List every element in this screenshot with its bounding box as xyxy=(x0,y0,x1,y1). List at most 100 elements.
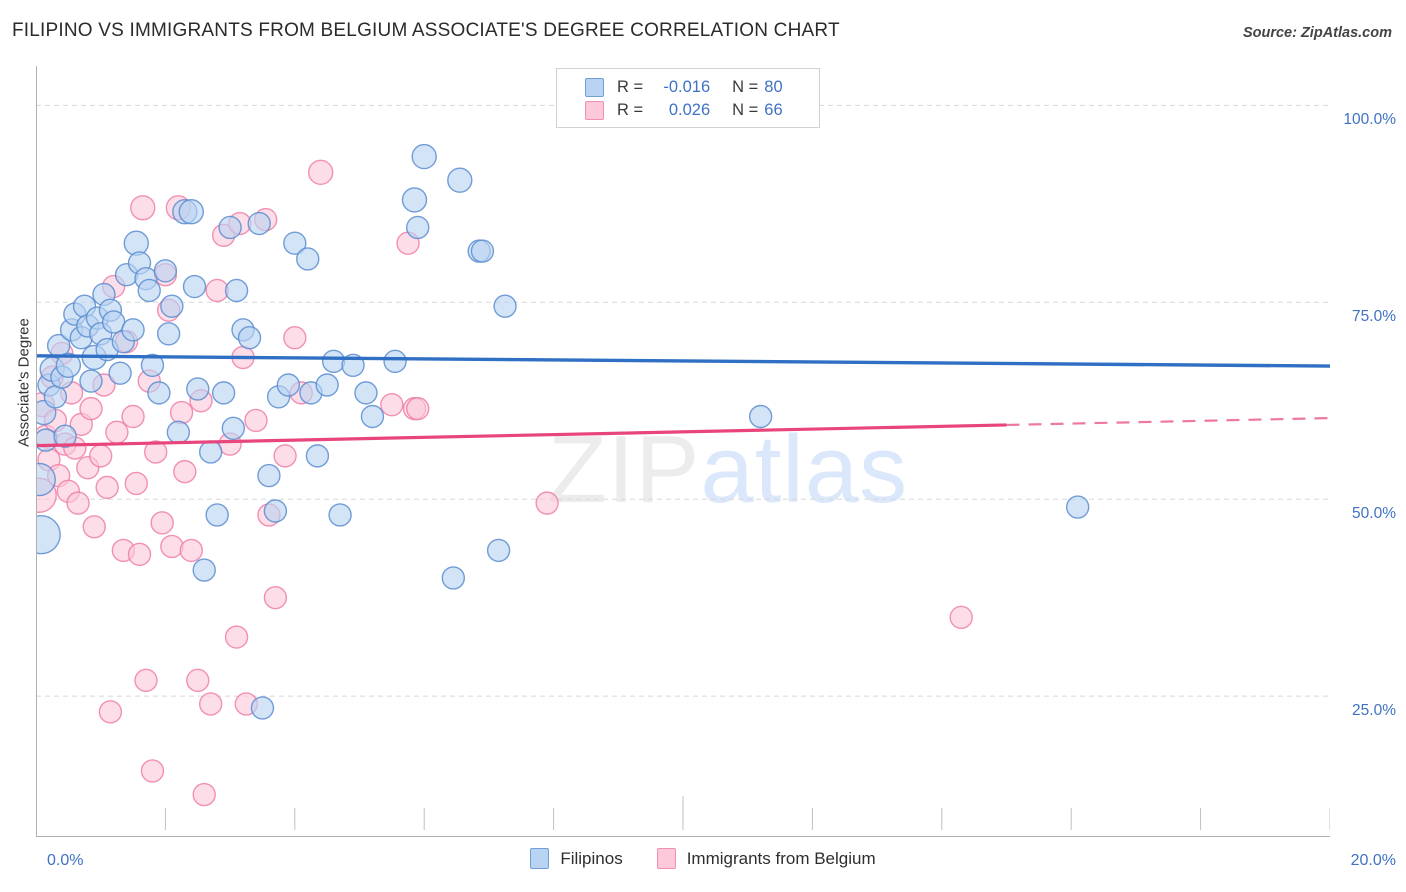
data-point[interactable] xyxy=(211,381,236,405)
data-point[interactable] xyxy=(283,326,307,350)
trendline-filipinos xyxy=(36,354,1330,368)
data-point[interactable] xyxy=(263,585,288,610)
data-point[interactable] xyxy=(406,396,430,421)
data-point[interactable] xyxy=(160,534,184,559)
data-point[interactable] xyxy=(380,392,404,417)
data-point[interactable] xyxy=(192,782,216,807)
data-point[interactable] xyxy=(36,462,56,497)
data-point[interactable] xyxy=(198,440,223,464)
data-point[interactable] xyxy=(283,231,307,255)
data-point[interactable] xyxy=(192,558,216,582)
data-point[interactable] xyxy=(949,605,973,630)
data-point[interactable] xyxy=(273,444,297,468)
data-point[interactable] xyxy=(1065,495,1090,519)
data-point[interactable] xyxy=(179,538,203,563)
data-point[interactable] xyxy=(224,625,249,649)
data-point[interactable] xyxy=(143,440,168,464)
data-point[interactable] xyxy=(305,444,330,468)
data-point[interactable] xyxy=(121,404,145,429)
data-point[interactable] xyxy=(55,352,82,378)
legend-item-filipinos[interactable]: Filipinos xyxy=(530,848,623,869)
data-point[interactable] xyxy=(186,377,210,401)
data-point[interactable] xyxy=(130,195,156,221)
data-point[interactable] xyxy=(156,322,181,346)
data-point[interactable] xyxy=(160,294,184,318)
data-point[interactable] xyxy=(124,471,148,496)
data-point[interactable] xyxy=(244,408,268,433)
data-point[interactable] xyxy=(383,349,407,374)
r-value-filipinos: -0.016 xyxy=(663,78,711,96)
data-point[interactable] xyxy=(535,491,559,515)
series-legend: Filipinos Immigrants from Belgium xyxy=(0,848,1406,869)
trendline-belgium-extrapolated xyxy=(1006,416,1330,427)
data-point[interactable] xyxy=(147,381,171,405)
data-point[interactable] xyxy=(173,459,197,484)
data-point[interactable] xyxy=(79,396,103,421)
data-point[interactable] xyxy=(250,696,275,720)
data-point[interactable] xyxy=(66,491,90,515)
data-point[interactable] xyxy=(401,187,428,213)
legend-item-belgium[interactable]: Immigrants from Belgium xyxy=(656,848,876,869)
data-point[interactable] xyxy=(447,167,473,193)
data-point[interactable] xyxy=(486,538,511,563)
data-point[interactable] xyxy=(166,420,191,444)
data-point[interactable] xyxy=(82,515,106,539)
n-value-filipinos: 80 xyxy=(764,78,783,96)
series-swatch-belgium xyxy=(656,848,676,869)
data-point[interactable] xyxy=(79,369,103,393)
data-point[interactable] xyxy=(123,230,149,256)
data-point[interactable] xyxy=(218,215,242,240)
data-point[interactable] xyxy=(137,278,161,303)
data-point[interactable] xyxy=(205,278,229,303)
data-point[interactable] xyxy=(221,416,246,441)
data-point[interactable] xyxy=(182,274,207,299)
data-point[interactable] xyxy=(36,514,61,555)
correlation-row-belgium: R = 0.026 N = 66 xyxy=(585,99,819,122)
data-point[interactable] xyxy=(169,400,194,425)
data-point[interactable] xyxy=(43,385,68,409)
data-point[interactable] xyxy=(101,310,126,334)
data-point[interactable] xyxy=(134,668,158,693)
data-point[interactable] xyxy=(237,326,262,350)
r-value-belgium: 0.026 xyxy=(668,101,711,119)
data-point[interactable] xyxy=(205,503,229,527)
data-point[interactable] xyxy=(493,294,517,318)
data-point[interactable] xyxy=(95,475,119,500)
data-point[interactable] xyxy=(153,259,178,283)
legend-swatch-filipinos xyxy=(585,78,604,97)
data-point[interactable] xyxy=(263,499,288,523)
data-point[interactable] xyxy=(121,318,145,342)
data-point[interactable] xyxy=(36,428,58,452)
data-point[interactable] xyxy=(186,668,210,693)
data-point[interactable] xyxy=(406,215,430,240)
data-point[interactable] xyxy=(108,361,132,385)
data-point[interactable] xyxy=(441,566,466,590)
y-axis-tick-label: 50.0% xyxy=(1352,505,1396,523)
data-point[interactable] xyxy=(98,700,123,724)
data-point[interactable] xyxy=(247,211,271,236)
x-axis-min-label: 0.0% xyxy=(47,852,84,869)
n-label-filipinos: N = xyxy=(732,78,759,96)
data-point[interactable] xyxy=(224,278,249,303)
data-point[interactable] xyxy=(411,143,437,170)
data-point[interactable] xyxy=(276,373,301,397)
data-point[interactable] xyxy=(53,424,77,448)
data-point[interactable] xyxy=(307,159,334,186)
data-point[interactable] xyxy=(150,511,174,535)
data-point[interactable] xyxy=(328,503,352,527)
data-point[interactable] xyxy=(140,353,165,377)
legend-swatch-belgium xyxy=(585,101,604,120)
data-point[interactable] xyxy=(296,247,320,271)
data-point[interactable] xyxy=(88,444,113,468)
data-point[interactable] xyxy=(748,404,773,429)
data-point[interactable] xyxy=(470,239,495,263)
data-point[interactable] xyxy=(354,381,378,405)
data-point[interactable] xyxy=(315,373,339,397)
data-point[interactable] xyxy=(198,692,223,716)
data-point[interactable] xyxy=(178,199,204,225)
data-point[interactable] xyxy=(360,404,385,429)
data-point[interactable] xyxy=(140,759,165,783)
data-point[interactable] xyxy=(321,349,346,374)
data-point[interactable] xyxy=(257,463,281,488)
data-point[interactable] xyxy=(127,542,152,567)
